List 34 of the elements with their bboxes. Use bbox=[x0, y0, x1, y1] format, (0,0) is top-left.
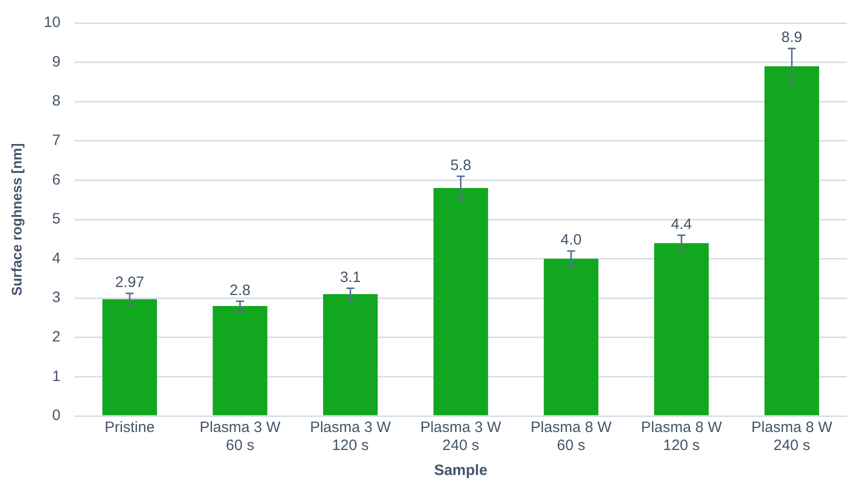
y-tick-label: 7 bbox=[52, 132, 60, 150]
bar bbox=[433, 188, 488, 416]
x-tick-label: Plasma 8 W 240 s bbox=[751, 419, 834, 454]
y-tick-label: 4 bbox=[52, 250, 60, 267]
y-tick-label: 6 bbox=[52, 171, 60, 188]
y-tick-label: 9 bbox=[52, 53, 60, 70]
y-tick-label: 10 bbox=[44, 14, 60, 32]
y-tick-label: 0 bbox=[52, 407, 60, 424]
x-axis-title: Sample bbox=[434, 462, 488, 480]
x-tick-label: Pristine bbox=[104, 419, 155, 436]
bar bbox=[323, 294, 378, 416]
data-label: 8.9 bbox=[781, 29, 802, 46]
x-tick-label: Plasma 3 W 120 s bbox=[310, 419, 392, 454]
y-tick-label: 1 bbox=[52, 368, 60, 385]
x-tick-label: Plasma 8 W 60 s bbox=[530, 419, 612, 454]
bar bbox=[212, 306, 268, 416]
y-tick-label: 3 bbox=[52, 289, 60, 306]
x-tick-label: Plasma 8 W 120 s bbox=[641, 419, 723, 454]
x-tick-label: Plasma 3 W 60 s bbox=[200, 419, 282, 454]
data-label: 5.8 bbox=[450, 156, 472, 174]
bar bbox=[544, 258, 598, 416]
data-label: 4.4 bbox=[671, 216, 692, 233]
x-tick-label: Plasma 3 W 240 s bbox=[420, 419, 502, 454]
bar bbox=[654, 243, 709, 416]
y-tick-label: 5 bbox=[52, 210, 60, 228]
y-tick-label: 8 bbox=[52, 92, 60, 110]
data-label: 4.0 bbox=[560, 232, 582, 249]
bar bbox=[764, 66, 820, 416]
data-label: 3.1 bbox=[340, 268, 361, 286]
data-label: 2.8 bbox=[230, 282, 250, 299]
y-tick-label: 2 bbox=[52, 328, 60, 346]
bar bbox=[102, 299, 157, 416]
data-label: 2.97 bbox=[115, 274, 144, 292]
y-axis-title: Surface roghness [nm] bbox=[8, 143, 24, 296]
